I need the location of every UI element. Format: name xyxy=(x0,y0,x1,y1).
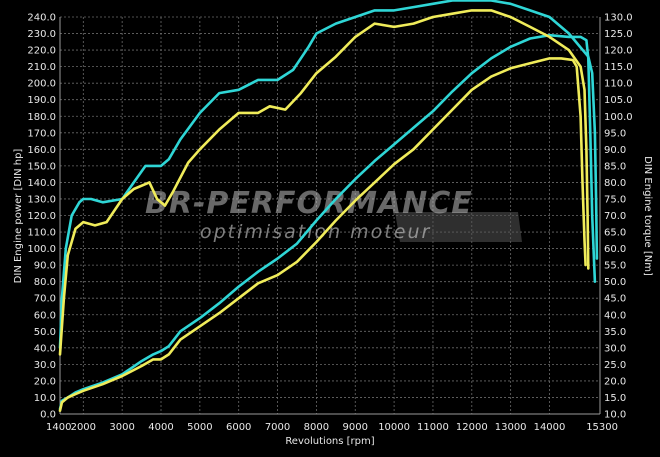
y-left-tick-label: 50.0 xyxy=(34,327,56,338)
x-tick-label: 8000 xyxy=(304,422,329,433)
y-right-tick-label: 90.0 xyxy=(604,145,626,156)
x-tick-label: 13000 xyxy=(495,422,527,433)
x-tick-label: 11000 xyxy=(417,422,449,433)
y-left-tick-label: 200.0 xyxy=(27,79,56,90)
x-tick-label: 3000 xyxy=(109,422,134,433)
watermark-subtitle: optimisation moteur xyxy=(200,221,431,243)
y-right-axis-title: DIN Engine torque [Nm] xyxy=(642,156,653,276)
y-right-tick-label: 105.0 xyxy=(604,95,633,106)
y-right-tick-label: 45.0 xyxy=(604,294,626,305)
y-left-tick-label: 140.0 xyxy=(27,178,56,189)
y-left-tick-label: 160.0 xyxy=(27,145,56,156)
series-line-cyan-power xyxy=(58,33,597,411)
x-tick-label: 15300 xyxy=(586,422,618,433)
y-left-tick-label: 120.0 xyxy=(27,211,56,222)
y-right-tick-label: 120.0 xyxy=(604,46,633,57)
y-right-tick-label: 50.0 xyxy=(604,277,626,288)
series-line-yellow-power xyxy=(58,57,587,412)
y-right-tick-label: 40.0 xyxy=(604,310,626,321)
y-left-tick-label: 60.0 xyxy=(34,310,56,321)
x-tick-label: 5000 xyxy=(187,422,212,433)
y-right-tick-label: 65.0 xyxy=(604,228,626,239)
x-tick-label: 7000 xyxy=(265,422,290,433)
axes: 0.0 10.0 20.0 30.0 40.0 50.0 60.0 70.0 80.0 90.0 1… xyxy=(27,13,632,434)
y-left-tick-label: 220.0 xyxy=(27,46,56,57)
y-right-tick-label: 75.0 xyxy=(604,194,626,205)
x-tick-label: 4000 xyxy=(148,422,173,433)
checkered-flag-icon xyxy=(395,212,522,242)
x-tick-label: 1400 xyxy=(46,422,71,433)
y-left-tick-label: 20.0 xyxy=(34,376,56,387)
y-left-tick-label: 180.0 xyxy=(27,112,56,123)
y-left-tick-label: 170.0 xyxy=(27,128,56,139)
series-line-yellow-torque xyxy=(58,9,590,356)
watermark: BR-PERFORMANCE optimisation moteur xyxy=(145,186,522,243)
y-left-tick-label: 30.0 xyxy=(34,360,56,371)
series-lines xyxy=(58,0,599,412)
y-left-tick-label: 40.0 xyxy=(34,343,56,354)
x-tick-label: 9000 xyxy=(343,422,368,433)
y-right-tick-label: 20.0 xyxy=(604,376,626,387)
x-tick-label: 10000 xyxy=(378,422,410,433)
grid xyxy=(60,16,600,415)
y-right-tick-label: 35.0 xyxy=(604,327,626,338)
y-right-tick-label: 125.0 xyxy=(604,29,633,40)
y-left-tick-label: 10.0 xyxy=(34,393,56,404)
y-left-tick-label: 0.0 xyxy=(40,410,56,421)
y-right-tick-label: 25.0 xyxy=(604,360,626,371)
x-tick-label: 14000 xyxy=(534,422,566,433)
y-right-tick-label: 10.0 xyxy=(604,410,626,421)
x-tick-label: 6000 xyxy=(226,422,251,433)
y-left-tick-label: 240.0 xyxy=(27,13,56,24)
y-left-tick-label: 110.0 xyxy=(27,228,56,239)
x-axis-title: Revolutions [rpm] xyxy=(285,436,374,447)
y-left-axis-title: DIN Engine power [DIN hp] xyxy=(13,149,24,284)
y-right-tick-label: 85.0 xyxy=(604,161,626,172)
y-right-tick-label: 115.0 xyxy=(604,62,633,73)
x-tick-label: 2000 xyxy=(71,422,96,433)
y-right-tick-label: 70.0 xyxy=(604,211,626,222)
y-right-tick-label: 15.0 xyxy=(604,393,626,404)
y-right-tick-label: 80.0 xyxy=(604,178,626,189)
y-right-tick-label: 60.0 xyxy=(604,244,626,255)
series-line-cyan-torque xyxy=(58,0,599,350)
y-right-tick-label: 130.0 xyxy=(604,13,633,24)
y-left-tick-label: 230.0 xyxy=(27,29,56,40)
y-left-tick-label: 100.0 xyxy=(27,244,56,255)
y-right-tick-label: 55.0 xyxy=(604,261,626,272)
y-left-tick-label: 150.0 xyxy=(27,161,56,172)
y-left-tick-label: 80.0 xyxy=(34,277,56,288)
y-right-tick-label: 30.0 xyxy=(604,343,626,354)
y-left-tick-label: 70.0 xyxy=(34,294,56,305)
y-right-tick-label: 95.0 xyxy=(604,128,626,139)
y-left-tick-label: 130.0 xyxy=(27,194,56,205)
y-left-tick-label: 190.0 xyxy=(27,95,56,106)
watermark-brand: BR-PERFORMANCE xyxy=(145,186,473,221)
y-right-tick-label: 110.0 xyxy=(604,79,633,90)
y-left-tick-label: 210.0 xyxy=(27,62,56,73)
x-tick-label: 12000 xyxy=(456,422,488,433)
y-right-tick-label: 100.0 xyxy=(604,112,633,123)
y-left-tick-label: 90.0 xyxy=(34,261,56,272)
